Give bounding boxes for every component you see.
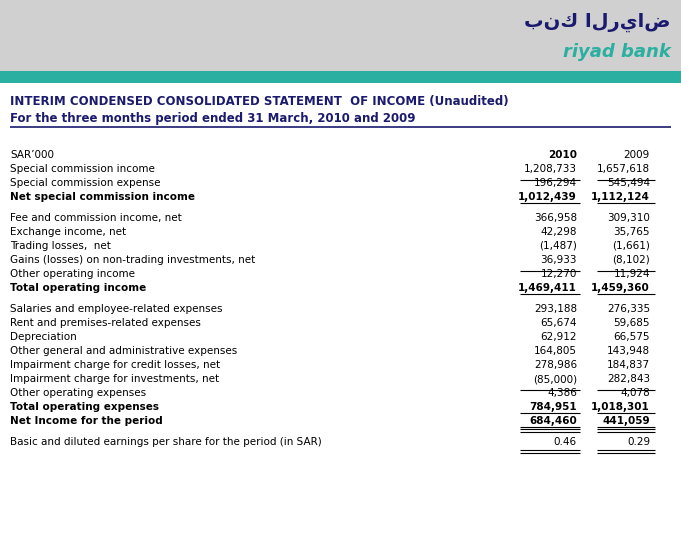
Text: 684,460: 684,460 [529, 416, 577, 426]
Text: (1,661): (1,661) [612, 241, 650, 251]
Text: 0.46: 0.46 [554, 437, 577, 447]
Bar [0, 71, 681, 83]
Text: Other operating expenses: Other operating expenses [10, 388, 146, 398]
Text: Rent and premises-related expenses: Rent and premises-related expenses [10, 318, 201, 328]
Text: 184,837: 184,837 [607, 360, 650, 370]
Text: 309,310: 309,310 [607, 213, 650, 223]
Text: (85,000): (85,000) [533, 374, 577, 384]
Text: Total operating income: Total operating income [10, 283, 146, 293]
Text: 2009: 2009 [624, 150, 650, 160]
Text: Other general and administrative expenses: Other general and administrative expense… [10, 346, 237, 356]
Text: Total operating expenses: Total operating expenses [10, 402, 159, 412]
Text: Net special commission income: Net special commission income [10, 192, 195, 202]
Text: 35,765: 35,765 [614, 227, 650, 237]
Text: 1,018,301: 1,018,301 [591, 402, 650, 412]
Text: 278,986: 278,986 [534, 360, 577, 370]
Text: 293,188: 293,188 [534, 304, 577, 314]
Text: 196,294: 196,294 [534, 178, 577, 188]
Text: 1,657,618: 1,657,618 [597, 164, 650, 174]
Text: 545,494: 545,494 [607, 178, 650, 188]
Text: 441,059: 441,059 [603, 416, 650, 426]
Text: 276,335: 276,335 [607, 304, 650, 314]
Text: Trading losses,  net: Trading losses, net [10, 241, 111, 251]
Text: 366,958: 366,958 [534, 213, 577, 223]
Text: Fee and commission income, net: Fee and commission income, net [10, 213, 182, 223]
Text: Basic and diluted earnings per share for the period (in SAR): Basic and diluted earnings per share for… [10, 437, 321, 447]
Text: Salaries and employee-related expenses: Salaries and employee-related expenses [10, 304, 223, 314]
Text: 1,459,360: 1,459,360 [591, 283, 650, 293]
Text: Special commission income: Special commission income [10, 164, 155, 174]
Text: For the three months period ended 31 March, 2010 and 2009: For the three months period ended 31 Mar… [10, 112, 415, 125]
Text: 62,912: 62,912 [541, 332, 577, 342]
Text: 36,933: 36,933 [541, 255, 577, 265]
Text: 1,469,411: 1,469,411 [518, 283, 577, 293]
Text: Impairment charge for investments, net: Impairment charge for investments, net [10, 374, 219, 384]
Text: 164,805: 164,805 [534, 346, 577, 356]
Text: 42,298: 42,298 [541, 227, 577, 237]
Text: (1,487): (1,487) [539, 241, 577, 251]
Text: 1,208,733: 1,208,733 [524, 164, 577, 174]
Text: 66,575: 66,575 [614, 332, 650, 342]
Bar [0, 0, 681, 71]
Text: INTERIM CONDENSED CONSOLIDATED STATEMENT  OF INCOME (Unaudited): INTERIM CONDENSED CONSOLIDATED STATEMENT… [10, 95, 509, 108]
Text: بنك الرياض: بنك الرياض [524, 12, 671, 32]
Text: 784,951: 784,951 [529, 402, 577, 412]
Text: SAR’000: SAR’000 [10, 150, 54, 160]
Text: 11,924: 11,924 [614, 269, 650, 279]
Text: riyad bank: riyad bank [563, 43, 671, 61]
Text: Special commission expense: Special commission expense [10, 178, 161, 188]
Text: Other operating income: Other operating income [10, 269, 135, 279]
Text: 1,112,124: 1,112,124 [591, 192, 650, 202]
Text: Gains (losses) on non-trading investments, net: Gains (losses) on non-trading investment… [10, 255, 255, 265]
Text: 1,012,439: 1,012,439 [518, 192, 577, 202]
Text: 282,843: 282,843 [607, 374, 650, 384]
Text: Exchange income, net: Exchange income, net [10, 227, 126, 237]
Text: 2010: 2010 [548, 150, 577, 160]
Text: Net Income for the period: Net Income for the period [10, 416, 163, 426]
Text: 143,948: 143,948 [607, 346, 650, 356]
Text: 4,078: 4,078 [620, 388, 650, 398]
Text: 0.29: 0.29 [627, 437, 650, 447]
Text: 4,386: 4,386 [547, 388, 577, 398]
Text: 65,674: 65,674 [541, 318, 577, 328]
Text: Impairment charge for credit losses, net: Impairment charge for credit losses, net [10, 360, 220, 370]
Text: Depreciation: Depreciation [10, 332, 77, 342]
Text: 12,270: 12,270 [541, 269, 577, 279]
Text: 59,685: 59,685 [614, 318, 650, 328]
Text: (8,102): (8,102) [612, 255, 650, 265]
